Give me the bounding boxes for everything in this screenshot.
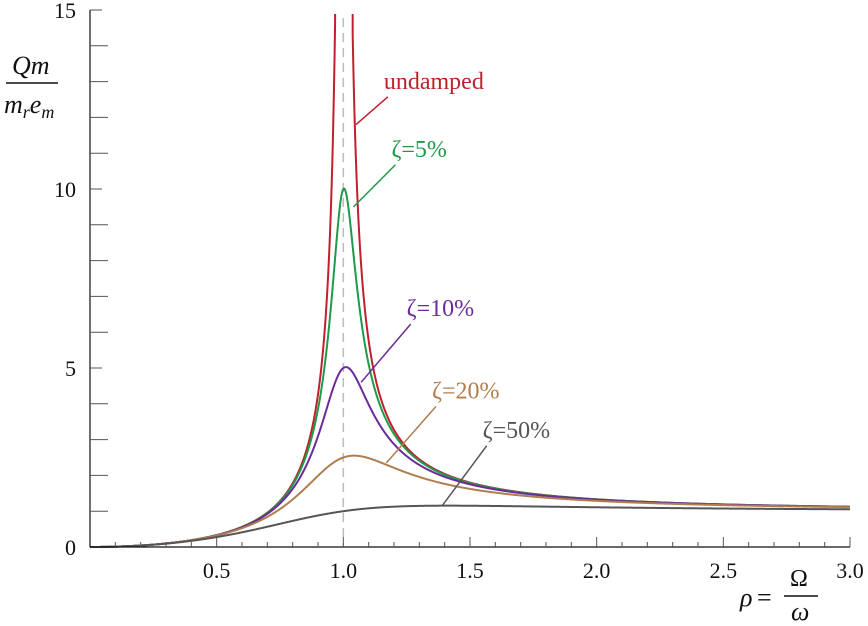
y-label-denom-sub-m: m <box>41 102 54 122</box>
y-axis-label: Qm mrem <box>4 51 58 122</box>
y-label-denominator: mrem <box>4 90 54 122</box>
x-label-denominator: ω <box>791 597 809 626</box>
x-axis-label: ρ = Ω ω <box>739 566 818 626</box>
y-tick-label: 0 <box>65 535 76 560</box>
x-tick-label: 3.0 <box>836 558 864 583</box>
y-tick-label: 10 <box>54 177 76 202</box>
y-label-denom-sub-r: r <box>23 102 31 122</box>
leader-zeta-5 <box>352 164 396 208</box>
leader-zeta-50 <box>441 445 488 507</box>
x-tick-label: 0.5 <box>203 558 231 583</box>
y-label-denom-e: e <box>30 90 42 119</box>
y-tick-label: 15 <box>54 0 76 23</box>
curve-zeta-5 <box>90 187 850 548</box>
y-label-denom-m: m <box>4 90 23 119</box>
label-zeta-20: ζ=20% <box>432 378 499 404</box>
leader-undamped <box>355 96 389 126</box>
label-leader-lines <box>352 96 488 507</box>
label-undamped: undamped <box>384 69 484 95</box>
y-tick-label: 5 <box>65 356 76 381</box>
x-label-rho: ρ <box>739 583 752 612</box>
curve-zeta-20 <box>90 454 850 548</box>
curve-labels: undamped ζ=5% ζ=10% ζ=20% ζ=50% <box>384 69 550 444</box>
label-zeta-10: ζ=10% <box>407 296 474 322</box>
label-zeta-5: ζ=5% <box>391 137 446 163</box>
y-ticks: 0 5 10 15 <box>54 0 108 560</box>
x-tick-label: 1.5 <box>456 558 484 583</box>
x-ticks: 0.5 1.0 1.5 2.0 2.5 3.0 <box>114 537 864 583</box>
x-tick-label: 2.0 <box>583 558 611 583</box>
x-tick-label: 1.0 <box>330 558 358 583</box>
leader-zeta-20 <box>385 405 437 464</box>
leader-zeta-10 <box>360 323 412 383</box>
y-label-numerator: Qm <box>12 51 50 80</box>
label-zeta-50: ζ=50% <box>483 418 550 444</box>
x-tick-label: 2.5 <box>710 558 738 583</box>
x-label-equals: = <box>757 583 772 612</box>
x-label-numerator: Ω <box>790 566 808 592</box>
